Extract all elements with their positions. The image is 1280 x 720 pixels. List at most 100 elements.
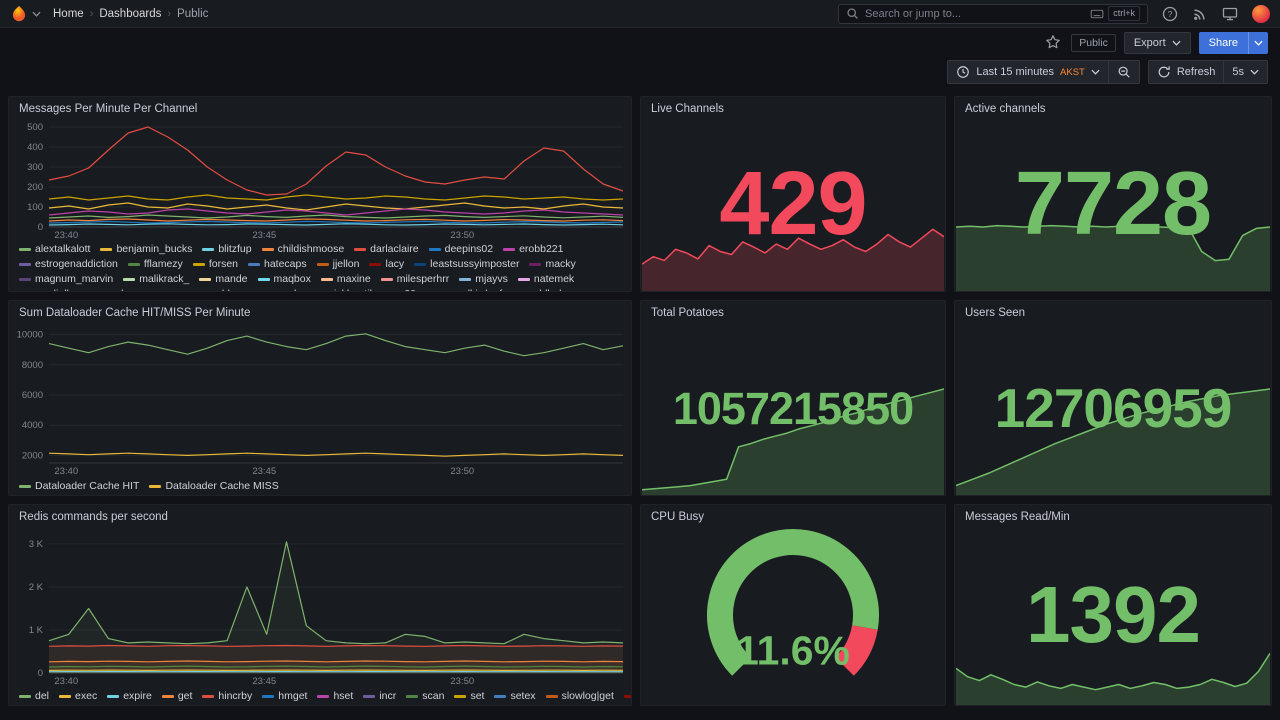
legend-item[interactable]: leastsussyimposter — [414, 258, 519, 271]
monitor-icon[interactable] — [1222, 6, 1238, 22]
legend-label: childishmoose — [277, 243, 345, 255]
svg-text:200: 200 — [27, 182, 43, 193]
legend-item[interactable]: jjellon — [316, 258, 360, 271]
search-input[interactable]: Search or jump to... ctrl+k — [838, 3, 1148, 24]
legend-label: get — [177, 689, 193, 702]
legend-item[interactable]: realkiwlaef — [437, 288, 503, 291]
panel-title[interactable]: Sum Dataloader Cache HIT/MISS Per Minute — [19, 307, 251, 319]
legend-swatch-icon — [517, 278, 530, 281]
legend-item[interactable]: slowlog|len — [623, 689, 631, 703]
legend-item[interactable]: Dataloader Cache HIT — [19, 479, 139, 493]
share-button[interactable]: Share — [1198, 32, 1248, 54]
legend-item[interactable]: quickhuntik — [306, 288, 375, 291]
legend-item[interactable]: magnum_marvin — [19, 273, 113, 286]
time-range-label: Last 15 minutes — [976, 66, 1055, 78]
legend-swatch-icon — [192, 263, 205, 266]
grafana-logo-icon[interactable] — [10, 5, 28, 23]
svg-text:3 K: 3 K — [29, 539, 44, 550]
legend-label: hatecaps — [264, 258, 307, 270]
legend-item[interactable]: forsen — [192, 258, 238, 271]
svg-text:?: ? — [1168, 9, 1173, 19]
panel-title[interactable]: Live Channels — [651, 103, 724, 115]
panel-title[interactable]: CPU Busy — [651, 511, 705, 523]
legend-item[interactable]: mande — [199, 273, 248, 286]
legend-item[interactable]: Dataloader Cache MISS — [149, 479, 279, 493]
breadcrumb-dashboards[interactable]: Dashboards — [99, 7, 162, 20]
help-icon[interactable]: ? — [1162, 6, 1178, 22]
legend-item[interactable]: nerdiella — [19, 288, 75, 291]
panel-title[interactable]: Active channels — [965, 103, 1046, 115]
legend-label: setex — [510, 689, 536, 702]
refresh-interval-dropdown[interactable]: 5s — [1223, 60, 1268, 84]
panel-title[interactable]: Users Seen — [965, 307, 1026, 319]
legend-item[interactable]: get — [161, 689, 193, 703]
share-menu-button[interactable] — [1248, 32, 1268, 54]
legend-item[interactable]: malikrack_ — [123, 273, 189, 286]
legend-item[interactable]: maqbox — [257, 273, 311, 286]
legend-item[interactable]: natemek — [517, 273, 574, 286]
legend-item[interactable]: darlaclaire — [354, 243, 419, 256]
legend-item[interactable]: erobb221 — [503, 243, 563, 256]
zoom-out-button[interactable] — [1107, 60, 1140, 84]
legend-item[interactable]: mjayvs — [459, 273, 508, 286]
legend-item[interactable]: expire — [107, 689, 152, 703]
time-range-picker[interactable]: Last 15 minutes AKST — [947, 60, 1109, 84]
legend-item[interactable]: lacy — [369, 258, 404, 271]
legend-item[interactable]: deepins02 — [428, 243, 494, 256]
legend-label: saldbuku — [528, 288, 570, 291]
panel-title[interactable]: Total Potatoes — [651, 307, 724, 319]
legend-item[interactable]: hatecaps — [248, 258, 307, 271]
legend-item[interactable]: scan — [406, 689, 444, 703]
legend-label: jjellon — [332, 258, 360, 270]
refresh-icon — [1157, 65, 1171, 79]
legend-item[interactable]: benjamin_bucks — [100, 243, 192, 256]
messages-chart[interactable]: 0 100 200 300 400 500 23:40 23:45 23:50 — [9, 117, 631, 241]
legend-item[interactable]: estrogenaddiction — [19, 258, 118, 271]
legend-item[interactable]: slowlog|get — [545, 689, 614, 703]
legend-item[interactable]: ocedexx — [85, 288, 140, 291]
breadcrumb-home[interactable]: Home — [53, 7, 84, 20]
legend-item[interactable]: hmget — [262, 689, 307, 703]
chevron-down-icon — [1091, 69, 1100, 75]
export-button[interactable]: Export — [1123, 32, 1191, 54]
dashboard-tag-public[interactable]: Public — [1071, 34, 1116, 52]
legend-item[interactable]: hset — [317, 689, 353, 703]
clock-icon — [956, 65, 970, 79]
legend-item[interactable]: fflamezy — [127, 258, 183, 271]
star-icon[interactable] — [1045, 34, 1063, 52]
user-avatar[interactable] — [1252, 4, 1270, 23]
svg-text:300: 300 — [27, 162, 43, 173]
legend-swatch-icon — [494, 694, 507, 698]
legend-item[interactable]: blitzfup — [202, 243, 252, 256]
rss-icon[interactable] — [1192, 6, 1208, 22]
chevron-down-icon[interactable] — [32, 11, 41, 17]
redis-chart[interactable]: 0 1 K 2 K 3 K 23:40 23:45 23:50 — [9, 525, 631, 687]
legend-item[interactable]: r20cs — [385, 288, 427, 291]
refresh-button[interactable]: Refresh — [1147, 60, 1225, 84]
panel-title[interactable]: Messages Per Minute Per Channel — [19, 103, 198, 115]
legend-item[interactable]: maxine — [320, 273, 371, 286]
legend-item[interactable]: saldbuku — [512, 288, 570, 291]
legend-item[interactable]: exec — [59, 689, 97, 703]
refresh-interval-value: 5s — [1232, 66, 1244, 78]
legend-label: quickhuntik — [322, 288, 375, 291]
legend-item[interactable]: set — [454, 689, 484, 703]
legend-item[interactable]: alextalkalott — [19, 243, 90, 256]
legend-item[interactable]: hincrby — [202, 689, 252, 703]
panel-title[interactable]: Redis commands per second — [19, 511, 168, 523]
legend-item[interactable]: macky — [529, 258, 576, 271]
legend-item[interactable]: pourmenumbb — [150, 288, 234, 291]
dataloader-chart[interactable]: 2000 4000 6000 8000 10000 23:40 23:45 23:50 — [9, 321, 631, 477]
legend-item[interactable]: del — [19, 689, 49, 703]
legend-item[interactable]: setex — [494, 689, 536, 703]
panel-title[interactable]: Messages Read/Min — [965, 511, 1070, 523]
legend-label: pourmenumbb — [166, 288, 234, 291]
legend-label: deepins02 — [444, 243, 494, 255]
legend-item[interactable]: incr — [363, 689, 396, 703]
legend-swatch-icon — [149, 484, 162, 488]
legend-item[interactable]: milesperhrr — [380, 273, 449, 286]
svg-text:10000: 10000 — [17, 330, 43, 341]
legend-swatch-icon — [199, 278, 212, 281]
legend-item[interactable]: childishmoose — [261, 243, 345, 256]
legend-item[interactable]: pwgood — [244, 288, 297, 291]
